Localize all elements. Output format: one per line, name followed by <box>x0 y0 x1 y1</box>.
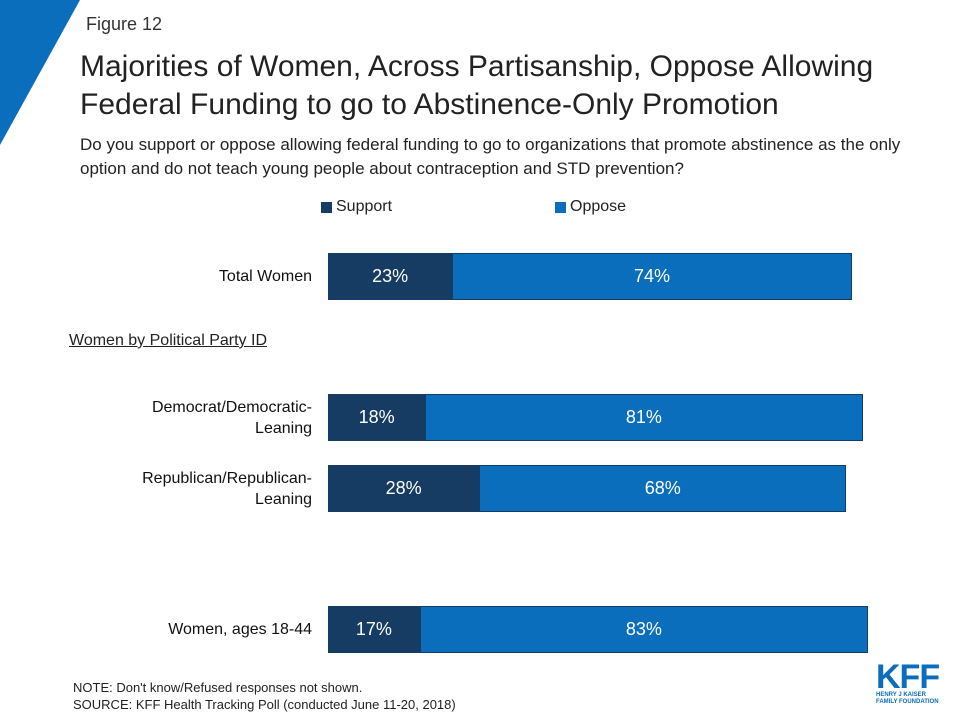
bar-oppose: 68% <box>479 465 847 512</box>
category-label: Total Women <box>219 266 312 287</box>
category-label-line: Republican/Republican- <box>142 469 312 487</box>
data-label: 83% <box>625 619 662 639</box>
bar-oppose: 83% <box>419 606 868 653</box>
category-label: Republican/Republican- Leaning <box>142 468 312 510</box>
category-label-line: Leaning <box>255 490 312 508</box>
data-label: 68% <box>644 478 681 498</box>
source-text: SOURCE: KFF Health Tracking Poll (conduc… <box>73 697 456 712</box>
data-label: 28% <box>385 478 422 498</box>
note-text: NOTE: Don't know/Refused responses not s… <box>73 680 363 695</box>
corner-decoration <box>0 0 80 145</box>
category-label: Democrat/Democratic- Leaning <box>152 397 312 439</box>
category-label-line: Women, ages 18-44 <box>168 621 312 638</box>
data-label: 81% <box>625 407 662 427</box>
bar-support: 18% <box>328 394 426 441</box>
logo-text: KFF <box>876 658 940 696</box>
bar-support: 17% <box>328 606 420 653</box>
category-label-line: Total Women <box>218 268 312 285</box>
bar-oppose: 81% <box>425 394 863 441</box>
legend-oppose: Oppose <box>555 198 626 216</box>
data-label: 74% <box>633 266 670 286</box>
legend-support-swatch <box>321 201 332 213</box>
data-label: 23% <box>372 266 409 286</box>
kff-logo: KFF HENRY J KAISER FAMILY FOUNDATION <box>876 658 948 706</box>
notes: NOTE: Don't know/Refused responses not s… <box>73 679 456 713</box>
legend-support: Support <box>321 198 392 216</box>
figure-label: Figure 12 <box>86 14 163 34</box>
data-label: 18% <box>358 407 395 427</box>
legend-oppose-label: Oppose <box>570 198 627 215</box>
bar-oppose: 74% <box>452 253 852 300</box>
bar-support: 28% <box>328 465 480 512</box>
logo-line2: FAMILY FOUNDATION <box>876 699 939 705</box>
chart-title: Majorities of Women, Across Partisanship… <box>80 50 874 121</box>
category-label: Women, ages 18-44 <box>168 619 312 640</box>
group-label: Women by Political Party ID <box>69 332 267 349</box>
legend-support-label: Support <box>336 198 393 215</box>
bar-support: 23% <box>328 253 453 300</box>
data-label: 17% <box>355 619 392 639</box>
chart-subtitle: Do you support or oppose allowing federa… <box>80 135 901 178</box>
logo-line1: HENRY J KAISER <box>876 692 927 698</box>
category-label-line: Democrat/Democratic- <box>151 398 312 416</box>
legend-oppose-swatch <box>555 201 566 213</box>
category-label-line: Leaning <box>255 419 312 437</box>
